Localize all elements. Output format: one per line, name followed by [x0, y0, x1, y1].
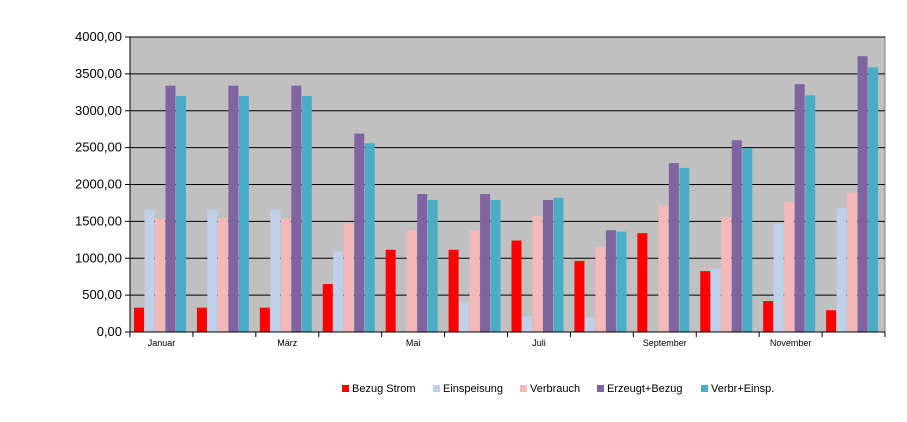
bar-einspeisung: [584, 317, 595, 332]
bar-erzeugt-bezug: [354, 133, 365, 332]
bar-verbrauch: [595, 246, 606, 332]
x-category-label: Mai: [406, 338, 421, 348]
y-tick-label: 1500,00: [75, 213, 122, 228]
bar-einspeisung: [836, 208, 847, 332]
bar-verbr-einsp-: [742, 147, 753, 332]
bar-verbrauch: [721, 216, 732, 332]
legend-item: Einspeisung: [433, 383, 503, 395]
bar-erzeugt-bezug: [228, 85, 239, 332]
bar-verbr-einsp-: [805, 95, 816, 332]
bar-bezug-strom: [196, 307, 207, 332]
bar-erzeugt-bezug: [605, 230, 616, 332]
y-tick-label: 1000,00: [75, 250, 122, 265]
bar-bezug-strom: [763, 301, 774, 332]
bar-verbrauch: [280, 218, 291, 332]
bar-erzeugt-bezug: [291, 85, 302, 332]
x-category-label: Januar: [148, 338, 176, 348]
legend-swatch: [433, 385, 440, 392]
bar-erzeugt-bezug: [857, 56, 868, 333]
bar-erzeugt-bezug: [794, 84, 805, 332]
bar-verbrauch: [155, 218, 165, 332]
legend-item: Bezug Strom: [342, 383, 416, 395]
y-tick-label: 4000,00: [75, 29, 122, 44]
legend-swatch: [701, 385, 708, 392]
bar-bezug-strom: [511, 240, 522, 332]
bar-bezug-strom: [259, 307, 270, 332]
bar-verbrauch: [658, 205, 669, 332]
y-tick-label: 2500,00: [75, 140, 122, 155]
x-category-label: November: [770, 338, 812, 348]
bar-erzeugt-bezug: [668, 163, 679, 332]
bar-erzeugt-bezug: [417, 194, 428, 332]
bar-einspeisung: [522, 316, 532, 332]
bar-verbr-einsp-: [679, 167, 690, 332]
bar-bezug-strom: [134, 307, 144, 332]
legend-label: Bezug Strom: [352, 383, 416, 395]
legend-item: Verbr+Einsp.: [701, 383, 774, 395]
bar-verbrauch: [343, 223, 354, 332]
bar-verbrauch: [784, 202, 795, 332]
bar-einspeisung: [333, 251, 344, 332]
bar-verbr-einsp-: [427, 199, 438, 332]
y-tick-label: 500,00: [82, 287, 122, 302]
legend-label: Verbr+Einsp.: [711, 383, 774, 395]
bar-verbr-einsp-: [490, 199, 501, 332]
bar-einspeisung: [144, 209, 155, 332]
y-tick-label: 3000,00: [75, 103, 122, 118]
bar-einspeisung: [710, 268, 721, 332]
legend-label: Erzeugt+Bezug: [607, 383, 683, 395]
bar-einspeisung: [207, 209, 218, 332]
bar-verbrauch: [406, 230, 417, 332]
y-tick-label: 3500,00: [75, 66, 122, 81]
x-category-label: Juli: [532, 338, 546, 348]
x-category-label: März: [277, 338, 297, 348]
bar-verbr-einsp-: [238, 96, 249, 332]
bar-bezug-strom: [700, 271, 711, 332]
bar-verbr-einsp-: [553, 197, 564, 332]
bar-bezug-strom: [448, 249, 459, 332]
bar-bezug-strom: [826, 310, 837, 332]
bar-bezug-strom: [637, 233, 648, 332]
bar-erzeugt-bezug: [543, 199, 553, 332]
bar-erzeugt-bezug: [480, 194, 491, 332]
bar-einspeisung: [773, 223, 784, 332]
legend-item: Verbrauch: [520, 383, 580, 395]
bar-bezug-strom: [385, 249, 396, 332]
x-category-label: September: [643, 338, 687, 348]
bar-verbr-einsp-: [301, 96, 312, 332]
bar-verbrauch: [847, 192, 858, 332]
bar-verbr-einsp-: [364, 143, 375, 332]
y-tick-label: 0,00: [97, 324, 122, 339]
bar-verbr-einsp-: [868, 67, 879, 333]
bar-einspeisung: [459, 301, 470, 332]
legend-label: Einspeisung: [443, 383, 503, 395]
legend-label: Verbrauch: [530, 383, 580, 395]
bar-verbr-einsp-: [176, 96, 186, 332]
bar-verbrauch: [469, 230, 480, 332]
bar-verbrauch: [217, 218, 228, 332]
legend-swatch: [520, 385, 527, 392]
bar-einspeisung: [270, 209, 281, 332]
bar-erzeugt-bezug: [165, 85, 176, 332]
legend-swatch: [597, 385, 604, 392]
bar-bezug-strom: [322, 284, 333, 332]
bar-bezug-strom: [574, 260, 585, 332]
legend-item: Erzeugt+Bezug: [597, 383, 683, 395]
bar-verbrauch: [532, 216, 543, 332]
bar-verbr-einsp-: [616, 231, 627, 332]
legend-swatch: [342, 385, 349, 392]
bar-erzeugt-bezug: [731, 140, 742, 332]
y-tick-label: 2000,00: [75, 177, 122, 192]
